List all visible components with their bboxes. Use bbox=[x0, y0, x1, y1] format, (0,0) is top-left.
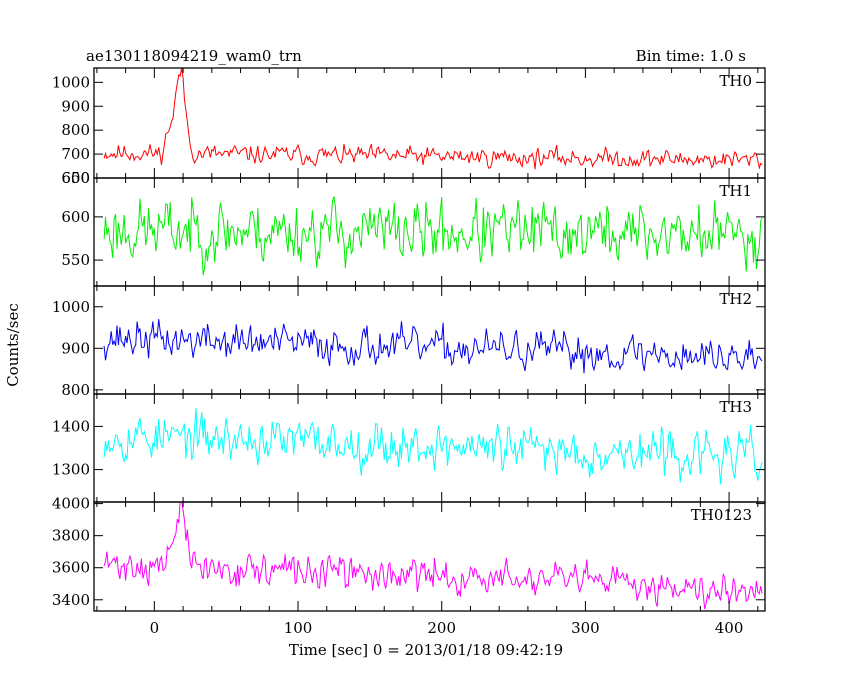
y-tick-label: 800 bbox=[61, 121, 90, 139]
y-axis-label: Counts/sec bbox=[4, 303, 22, 387]
bin-time-label: Bin time: 1.0 s bbox=[636, 47, 746, 65]
panel-frame bbox=[93, 393, 766, 503]
y-tick-label: 1000 bbox=[52, 73, 90, 91]
y-tick-label: 650 bbox=[61, 169, 90, 187]
panel-label: TH0123 bbox=[691, 506, 752, 524]
series-line-th0 bbox=[103, 68, 763, 170]
y-tick-label: 800 bbox=[61, 381, 90, 399]
panel-stack: TH01000900800700600TH1550600650TH2800900… bbox=[52, 67, 766, 637]
panel-label: TH2 bbox=[719, 290, 752, 308]
y-tick-label: 900 bbox=[61, 97, 90, 115]
y-tick-label: 700 bbox=[61, 145, 90, 163]
x-tick-label: 400 bbox=[715, 619, 744, 637]
x-tick-label: 200 bbox=[427, 619, 456, 637]
y-tick-label: 3400 bbox=[52, 591, 90, 609]
y-tick-label: 900 bbox=[61, 339, 90, 357]
panel-th0123: TH0123 3400 3600 3800 4000 bbox=[52, 495, 766, 612]
series-line-th0123 bbox=[103, 502, 763, 610]
y-tick-label: 600 bbox=[61, 208, 90, 226]
series-line-th3 bbox=[103, 407, 763, 485]
x-tick-label: 100 bbox=[284, 619, 313, 637]
y-tick-label: 3600 bbox=[52, 559, 90, 577]
y-tick-label: 1300 bbox=[52, 461, 90, 479]
panel-label: TH1 bbox=[719, 182, 752, 200]
panel-frame bbox=[93, 177, 766, 287]
x-axis-label: Time [sec] 0 = 2013/01/18 09:42:19 bbox=[289, 641, 563, 659]
y-tick-label: 600 bbox=[61, 169, 90, 187]
panel-frame bbox=[93, 67, 766, 179]
panel-th2: TH2 800 900 1000 bbox=[52, 285, 766, 399]
panel-th0: TH0 1000 900 800 700 600 bbox=[52, 67, 766, 187]
series-line-th1 bbox=[103, 196, 763, 276]
panel-frame bbox=[93, 501, 766, 612]
panel-label: TH0 bbox=[719, 72, 752, 90]
series-line-th2 bbox=[103, 319, 763, 374]
y-tick-label: 1000 bbox=[52, 298, 90, 316]
y-tick-label: 4000 bbox=[52, 495, 90, 513]
panel-th3: TH3 1300 1400 bbox=[52, 393, 766, 503]
chart-title: ae130118094219_wam0_trn bbox=[86, 47, 302, 65]
x-tick-label: 300 bbox=[571, 619, 600, 637]
y-tick-label: 550 bbox=[61, 251, 90, 269]
y-tick-label: 1400 bbox=[52, 417, 90, 435]
panel-frame bbox=[93, 285, 766, 395]
x-tick-label: 0 bbox=[150, 619, 160, 637]
panel-label: TH3 bbox=[719, 398, 752, 416]
y-tick-label: 3800 bbox=[52, 527, 90, 545]
